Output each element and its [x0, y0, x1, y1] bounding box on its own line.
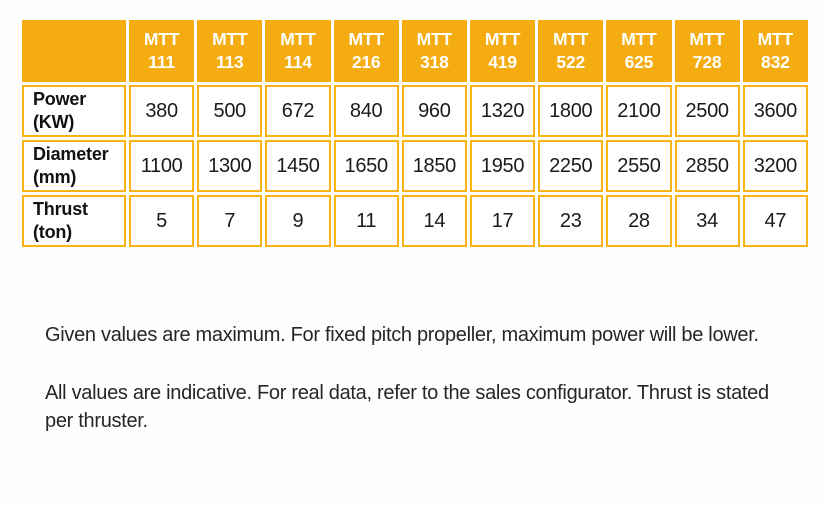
cell-diameter-mtt-522: 2250 — [538, 140, 604, 192]
cell-diameter-mtt-111: 1100 — [129, 140, 195, 192]
cell-power-mtt-216: 840 — [333, 85, 399, 137]
cell-power-mtt-114: 672 — [265, 85, 331, 137]
cell-power-mtt-419: 1320 — [469, 85, 536, 137]
column-header-mtt-522: MTT 522 — [538, 20, 604, 82]
cell-diameter-mtt-318: 1850 — [401, 140, 467, 192]
cell-thrust-mtt-419: 17 — [469, 195, 536, 247]
notes-section: Given values are maximum. For fixed pitc… — [45, 321, 780, 435]
cell-power-mtt-318: 960 — [401, 85, 467, 137]
cell-diameter-mtt-216: 1650 — [333, 140, 399, 192]
cell-thrust-mtt-522: 23 — [538, 195, 604, 247]
cell-power-mtt-522: 1800 — [538, 85, 604, 137]
cell-thrust-mtt-625: 28 — [606, 195, 672, 247]
cell-power-mtt-728: 2500 — [674, 85, 740, 137]
cell-thrust-mtt-114: 9 — [265, 195, 331, 247]
table-header-row: MTT 111 MTT 113 MTT 114 MTT 216 MTT 318 MTT 419 MTT 5… — [22, 20, 808, 82]
thruster-spec-table: MTT 111 MTT 113 MTT 114 MTT 216 MTT 318 MTT 419 MTT 5… — [19, 17, 811, 250]
column-header-mtt-728: MTT 728 — [674, 20, 740, 82]
cell-thrust-mtt-216: 11 — [333, 195, 399, 247]
corner-cell — [22, 20, 126, 82]
cell-diameter-mtt-832: 3200 — [742, 140, 808, 192]
note-maximum-values: Given values are maximum. For fixed pitc… — [45, 324, 759, 346]
cell-diameter-mtt-419: 1950 — [469, 140, 536, 192]
cell-power-mtt-832: 3600 — [742, 85, 808, 137]
column-header-mtt-113: MTT 113 — [197, 20, 263, 82]
row-label-thrust: Thrust (ton) — [22, 195, 126, 247]
cell-power-mtt-113: 500 — [197, 85, 263, 137]
cell-power-mtt-111: 380 — [129, 85, 195, 137]
cell-thrust-mtt-113: 7 — [197, 195, 263, 247]
column-header-mtt-419: MTT 419 — [469, 20, 536, 82]
cell-power-mtt-625: 2100 — [606, 85, 672, 137]
column-header-mtt-111: MTT 111 — [129, 20, 195, 82]
table-row-diameter: Diameter (mm) 1100 1300 1450 1650 1850 1950 2250… — [22, 140, 808, 192]
cell-thrust-mtt-728: 34 — [674, 195, 740, 247]
cell-thrust-mtt-318: 14 — [401, 195, 467, 247]
row-label-power: Power (KW) — [22, 85, 126, 137]
cell-diameter-mtt-728: 2850 — [674, 140, 740, 192]
row-label-diameter: Diameter (mm) — [22, 140, 126, 192]
cell-diameter-mtt-625: 2550 — [606, 140, 672, 192]
cell-diameter-mtt-113: 1300 — [197, 140, 263, 192]
table-row-power: Power (KW) 380 500 672 840 960 1320 1800 2100 2500… — [22, 85, 808, 137]
cell-diameter-mtt-114: 1450 — [265, 140, 331, 192]
column-header-mtt-318: MTT 318 — [401, 20, 467, 82]
column-header-mtt-625: MTT 625 — [606, 20, 672, 82]
column-header-mtt-832: MTT 832 — [742, 20, 808, 82]
cell-thrust-mtt-111: 5 — [129, 195, 195, 247]
note-indicative-values: All values are indicative. For real data… — [45, 382, 769, 432]
table-row-thrust: Thrust (ton) 5 7 9 11 14 17 23 28 34 47 — [22, 195, 808, 247]
column-header-mtt-216: MTT 216 — [333, 20, 399, 82]
column-header-mtt-114: MTT 114 — [265, 20, 331, 82]
cell-thrust-mtt-832: 47 — [742, 195, 808, 247]
